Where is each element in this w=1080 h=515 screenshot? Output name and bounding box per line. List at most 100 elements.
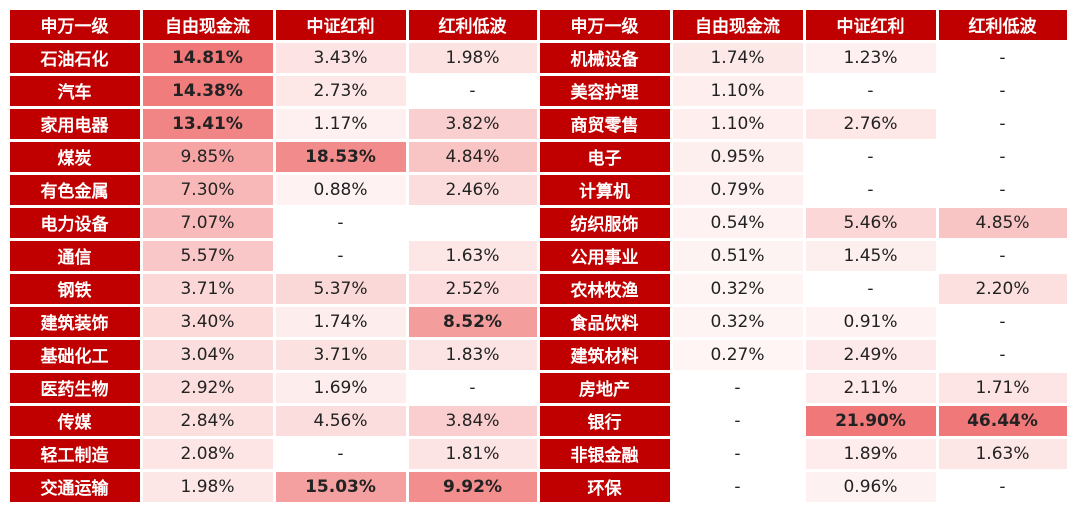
value-cell: 1.69% bbox=[275, 372, 406, 403]
industry-name: 食品饮料 bbox=[539, 306, 670, 337]
value-cell: 0.96% bbox=[805, 471, 936, 502]
table-row: 汽车 14.38% 2.73% - bbox=[8, 74, 538, 107]
value-cell: 9.92% bbox=[408, 471, 537, 502]
value-cell: - bbox=[938, 141, 1067, 172]
industry-name: 房地产 bbox=[539, 372, 670, 403]
header-cell: 红利低波 bbox=[408, 9, 537, 40]
value-cell: 0.27% bbox=[672, 339, 803, 370]
value-cell: 15.03% bbox=[275, 471, 406, 502]
industry-name: 医药生物 bbox=[9, 372, 140, 403]
value-cell: 1.63% bbox=[408, 240, 537, 271]
value-cell: 0.54% bbox=[672, 207, 803, 238]
industry-name: 传媒 bbox=[9, 405, 140, 436]
value-cell: - bbox=[805, 273, 936, 304]
industry-name: 煤炭 bbox=[9, 141, 140, 172]
table-row: 医药生物 2.92% 1.69% - bbox=[8, 371, 538, 404]
industry-name: 农林牧渔 bbox=[539, 273, 670, 304]
table-row: 房地产 -2.11% 1.71% bbox=[538, 371, 1068, 404]
value-cell: 1.10% bbox=[672, 75, 803, 106]
value-cell: 3.71% bbox=[142, 273, 273, 304]
table-row: 建筑装饰 3.40% 1.74% 8.52% bbox=[8, 305, 538, 338]
table-row: 电子 0.95% - - bbox=[538, 140, 1068, 173]
table-row: 环保 -0.96% - bbox=[538, 470, 1068, 503]
value-cell: 1.83% bbox=[408, 339, 537, 370]
value-cell: 3.43% bbox=[275, 42, 406, 73]
industry-name: 有色金属 bbox=[9, 174, 140, 205]
value-cell: 0.32% bbox=[672, 273, 803, 304]
industry-name: 通信 bbox=[9, 240, 140, 271]
value-cell: 2.20% bbox=[938, 273, 1067, 304]
header-cell: 中证红利 bbox=[275, 9, 406, 40]
header-cell: 自由现金流 bbox=[672, 9, 803, 40]
value-cell: 2.46% bbox=[408, 174, 537, 205]
value-cell: 14.81% bbox=[142, 42, 273, 73]
value-cell: 1.23% bbox=[805, 42, 936, 73]
value-cell: 13.41% bbox=[142, 108, 273, 139]
value-cell bbox=[408, 207, 537, 238]
value-cell: - bbox=[938, 75, 1067, 106]
table-row: 有色金属 7.30% 0.88% 2.46% bbox=[8, 173, 538, 206]
table-row: 商贸零售 1.10% 2.76% - bbox=[538, 107, 1068, 140]
table-row: 建筑材料 0.27% 2.49% - bbox=[538, 338, 1068, 371]
value-cell: - bbox=[938, 306, 1067, 337]
table-row: 电力设备 7.07% - bbox=[8, 206, 538, 239]
value-cell: - bbox=[408, 75, 537, 106]
value-cell: 5.46% bbox=[805, 207, 936, 238]
value-cell: 18.53% bbox=[275, 141, 406, 172]
value-cell: - bbox=[938, 240, 1067, 271]
value-cell: 4.84% bbox=[408, 141, 537, 172]
value-cell: 1.81% bbox=[408, 438, 537, 469]
value-cell: 3.84% bbox=[408, 405, 537, 436]
industry-name: 建筑材料 bbox=[539, 339, 670, 370]
value-cell: - bbox=[938, 108, 1067, 139]
value-cell: 3.71% bbox=[275, 339, 406, 370]
value-cell: 1.45% bbox=[805, 240, 936, 271]
value-cell: 5.57% bbox=[142, 240, 273, 271]
table-row: 美容护理 1.10% - - bbox=[538, 74, 1068, 107]
value-cell: - bbox=[672, 438, 803, 469]
value-cell: - bbox=[938, 471, 1067, 502]
table-row: 食品饮料 0.32% 0.91% - bbox=[538, 305, 1068, 338]
value-cell: 1.98% bbox=[142, 471, 273, 502]
header-row: 申万一级 自由现金流 中证红利 红利低波 bbox=[8, 8, 538, 41]
header-cell: 自由现金流 bbox=[142, 9, 273, 40]
value-cell: 1.10% bbox=[672, 108, 803, 139]
value-cell: 4.85% bbox=[938, 207, 1067, 238]
value-cell: - bbox=[938, 339, 1067, 370]
industry-name: 计算机 bbox=[539, 174, 670, 205]
industry-name: 纺织服饰 bbox=[539, 207, 670, 238]
table-row: 纺织服饰 0.54% 5.46% 4.85% bbox=[538, 206, 1068, 239]
table-row: 基础化工 3.04% 3.71% 1.83% bbox=[8, 338, 538, 371]
table-row: 通信 5.57% -1.63% bbox=[8, 239, 538, 272]
industry-name: 电子 bbox=[539, 141, 670, 172]
value-cell: 2.49% bbox=[805, 339, 936, 370]
value-cell: 2.52% bbox=[408, 273, 537, 304]
table-row: 农林牧渔 0.32% -2.20% bbox=[538, 272, 1068, 305]
value-cell: 46.44% bbox=[938, 405, 1067, 436]
industry-name: 钢铁 bbox=[9, 273, 140, 304]
value-cell: 1.63% bbox=[938, 438, 1067, 469]
header-cell: 中证红利 bbox=[805, 9, 936, 40]
value-cell: 2.11% bbox=[805, 372, 936, 403]
table-row: 计算机 0.79% - - bbox=[538, 173, 1068, 206]
table-row: 交通运输 1.98% 15.03% 9.92% bbox=[8, 470, 538, 503]
value-cell: 2.92% bbox=[142, 372, 273, 403]
value-cell: 4.56% bbox=[275, 405, 406, 436]
value-cell: 5.37% bbox=[275, 273, 406, 304]
industry-name: 商贸零售 bbox=[539, 108, 670, 139]
value-cell: 0.95% bbox=[672, 141, 803, 172]
industry-name: 非银金融 bbox=[539, 438, 670, 469]
value-cell: 3.04% bbox=[142, 339, 273, 370]
industry-name: 美容护理 bbox=[539, 75, 670, 106]
industry-name: 建筑装饰 bbox=[9, 306, 140, 337]
value-cell: 3.82% bbox=[408, 108, 537, 139]
value-cell: 1.89% bbox=[805, 438, 936, 469]
value-cell: 7.07% bbox=[142, 207, 273, 238]
value-cell: 14.38% bbox=[142, 75, 273, 106]
industry-name: 石油石化 bbox=[9, 42, 140, 73]
industry-name: 轻工制造 bbox=[9, 438, 140, 469]
table-row: 公用事业 0.51% 1.45% - bbox=[538, 239, 1068, 272]
industry-name: 公用事业 bbox=[539, 240, 670, 271]
table-row: 传媒 2.84% 4.56% 3.84% bbox=[8, 404, 538, 437]
industry-name: 汽车 bbox=[9, 75, 140, 106]
